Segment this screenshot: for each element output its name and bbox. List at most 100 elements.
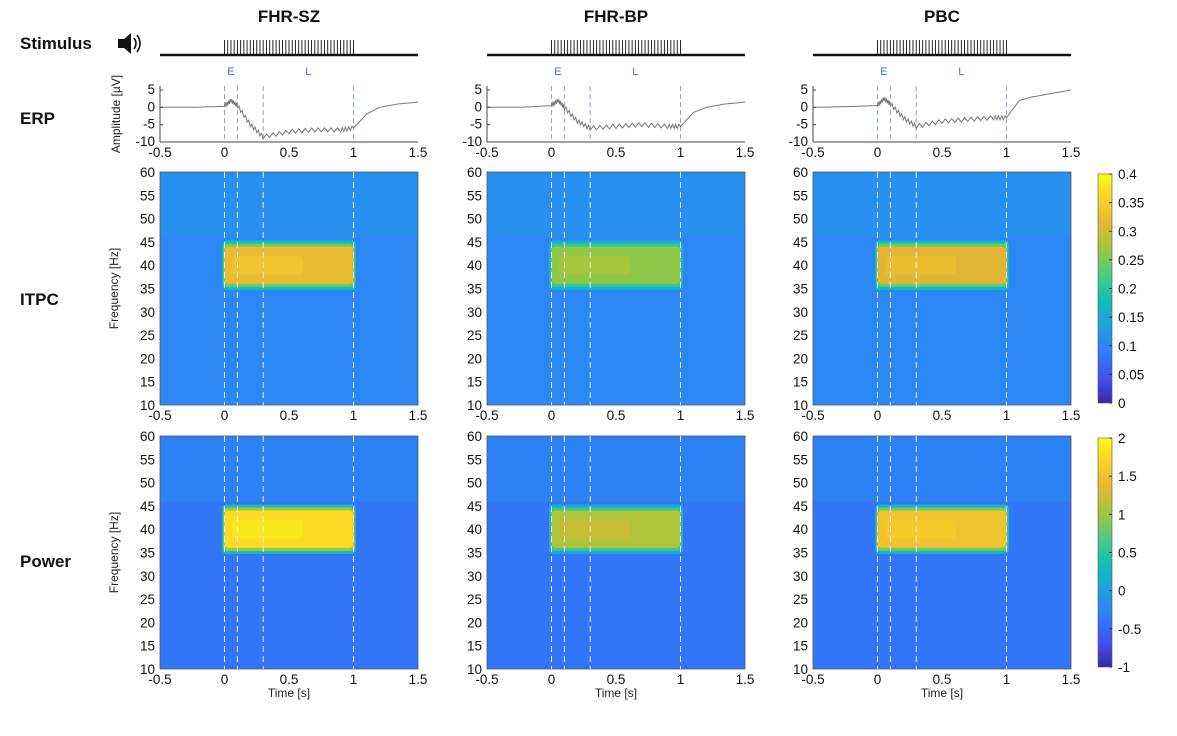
erp-y-tick-label: 0 xyxy=(147,99,155,114)
power-y-tick-label: 45 xyxy=(793,499,808,514)
erp-x-tick-label: 0.5 xyxy=(280,145,299,160)
erp-x-tick-label: 1 xyxy=(1003,145,1011,160)
power-x-tick-label: -0.5 xyxy=(801,672,824,687)
itpc-colorbar-tick-label: 0.15 xyxy=(1118,310,1144,325)
power-y-axis-label: Frequency [Hz] xyxy=(107,512,121,593)
itpc-y-tick-label: 35 xyxy=(467,282,482,297)
power-x-tick-label: -0.5 xyxy=(475,672,498,687)
itpc-y-tick-label: 20 xyxy=(140,351,155,366)
itpc-x-tick-label: 1 xyxy=(1003,408,1011,423)
power-x-tick-label: -0.5 xyxy=(148,672,171,687)
power-heatmap: 60 55 50 45 40 35 30 25 20 15 10-0.5 0 0.5 1 1.5 Time [… xyxy=(793,429,1080,700)
power-y-tick-label: 10 xyxy=(793,662,808,677)
power-x-tick-label: 0.5 xyxy=(280,672,299,687)
erp-y-tick-label: -10 xyxy=(788,134,808,149)
itpc-y-tick-label: 10 xyxy=(140,398,155,413)
itpc-y-tick-label: 55 xyxy=(467,188,482,203)
power-row-label: Power xyxy=(20,552,71,571)
itpc-y-tick-label: 45 xyxy=(467,235,482,250)
power-y-tick-label: 10 xyxy=(140,662,155,677)
erp-trace xyxy=(160,98,419,141)
power-y-tick-label: 45 xyxy=(140,499,155,514)
power-y-tick-label: 25 xyxy=(467,592,482,607)
power-colorbar-tick-label: -0.5 xyxy=(1118,622,1141,637)
power-y-tick-label: 35 xyxy=(793,546,808,561)
itpc-row-label: ITPC xyxy=(20,290,59,309)
power-upper-band xyxy=(160,436,418,502)
power-colorbar-tick-label: -1 xyxy=(1118,660,1130,675)
itpc-y-tick-label: 40 xyxy=(467,258,482,273)
itpc-heatmap: 60 55 50 45 40 35 30 25 20 15 10-0.5 0 0.5 1 1.5 Freque… xyxy=(107,165,427,423)
itpc-colorbar-tick-label: 0.25 xyxy=(1118,253,1144,268)
itpc-x-tick-label: 0 xyxy=(548,408,556,423)
erp-x-tick-label: 1.5 xyxy=(736,145,755,160)
power-colorbar-tick-label: 0.5 xyxy=(1118,546,1137,561)
itpc-response-peak xyxy=(559,255,631,275)
itpc-frame xyxy=(486,171,746,406)
itpc-y-tick-label: 55 xyxy=(140,188,155,203)
window-marker-l: L xyxy=(305,66,311,78)
power-x-tick-label: 1.5 xyxy=(736,672,755,687)
erp-y-tick-label: -10 xyxy=(135,134,155,149)
power-y-tick-label: 40 xyxy=(140,522,155,537)
erp-x-tick-label: 1.5 xyxy=(409,145,428,160)
power-y-tick-label: 15 xyxy=(793,639,808,654)
power-y-tick-label: 30 xyxy=(140,569,155,584)
itpc-upper-band xyxy=(813,172,1071,238)
itpc-y-tick-label: 15 xyxy=(467,375,482,390)
speaker-icon xyxy=(118,33,141,54)
itpc-y-tick-label: 20 xyxy=(467,351,482,366)
itpc-upper-band xyxy=(487,172,745,238)
power-heatmap: 60 55 50 45 40 35 30 25 20 15 10-0.5 0 0.5 1 1.5 Freque… xyxy=(107,429,427,700)
power-colorbar-tick-label: 1 xyxy=(1118,507,1126,522)
itpc-x-tick-label: -0.5 xyxy=(475,408,498,423)
itpc-y-tick-label: 25 xyxy=(140,328,155,343)
itpc-x-tick-label: 1.5 xyxy=(736,408,755,423)
erp-x-tick-label: 0 xyxy=(874,145,882,160)
power-response-peak xyxy=(232,519,304,539)
itpc-colorbar-tick-label: 0 xyxy=(1118,396,1126,411)
power-x-tick-label: 1.5 xyxy=(409,672,428,687)
power-x-tick-label: 0 xyxy=(874,672,882,687)
itpc-x-tick-label: -0.5 xyxy=(801,408,824,423)
power-heatmap: 60 55 50 45 40 35 30 25 20 15 10-0.5 0 0.5 1 1.5 Time [… xyxy=(467,429,754,700)
power-y-tick-label: 25 xyxy=(140,592,155,607)
itpc-colorbar-tick-label: 0.2 xyxy=(1118,282,1137,297)
power-x-tick-label: 1 xyxy=(350,672,358,687)
erp-x-tick-label: -0.5 xyxy=(475,145,498,160)
power-x-axis-label: Time [s] xyxy=(595,686,637,700)
power-y-tick-label: 50 xyxy=(140,476,155,491)
itpc-x-tick-label: 0 xyxy=(874,408,882,423)
power-y-tick-label: 55 xyxy=(140,452,155,467)
itpc-colorbar-tick-label: 0.35 xyxy=(1118,196,1144,211)
itpc-y-tick-label: 30 xyxy=(140,305,155,320)
itpc-heatmap: 60 55 50 45 40 35 30 25 20 15 10-0.5 0 0.5 1 1.5 xyxy=(793,165,1080,423)
power-y-tick-label: 15 xyxy=(140,639,155,654)
itpc-y-tick-label: 50 xyxy=(467,212,482,227)
itpc-y-tick-label: 20 xyxy=(793,351,808,366)
power-x-tick-label: 0 xyxy=(548,672,556,687)
power-response-peak xyxy=(559,519,631,539)
itpc-y-tick-label: 30 xyxy=(793,305,808,320)
erp-y-tick-label: -5 xyxy=(470,117,482,132)
itpc-colorbar-tick-label: 0.05 xyxy=(1118,367,1144,382)
itpc-colorbar-tick-label: 0.1 xyxy=(1118,339,1137,354)
erp-x-tick-label: 0 xyxy=(548,145,556,160)
erp-x-tick-label: 0.5 xyxy=(933,145,952,160)
power-x-axis-label: Time [s] xyxy=(268,686,310,700)
stimulus-row-label: Stimulus xyxy=(20,34,92,53)
power-y-tick-label: 25 xyxy=(793,592,808,607)
itpc-x-tick-label: -0.5 xyxy=(148,408,171,423)
erp-y-tick-label: -5 xyxy=(143,117,155,132)
power-x-tick-label: 0 xyxy=(221,672,229,687)
power-x-axis-label: Time [s] xyxy=(921,686,963,700)
itpc-y-tick-label: 10 xyxy=(467,398,482,413)
power-upper-band xyxy=(487,436,745,502)
power-x-tick-label: 0.5 xyxy=(933,672,952,687)
power-upper-band xyxy=(813,436,1071,502)
erp-x-tick-label: 1 xyxy=(350,145,358,160)
power-y-tick-label: 60 xyxy=(467,429,482,444)
window-marker-l: L xyxy=(958,66,964,78)
